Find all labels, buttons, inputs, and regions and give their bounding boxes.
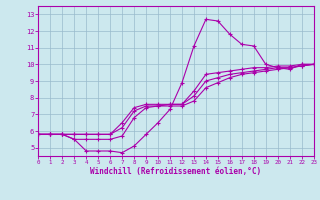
- X-axis label: Windchill (Refroidissement éolien,°C): Windchill (Refroidissement éolien,°C): [91, 167, 261, 176]
